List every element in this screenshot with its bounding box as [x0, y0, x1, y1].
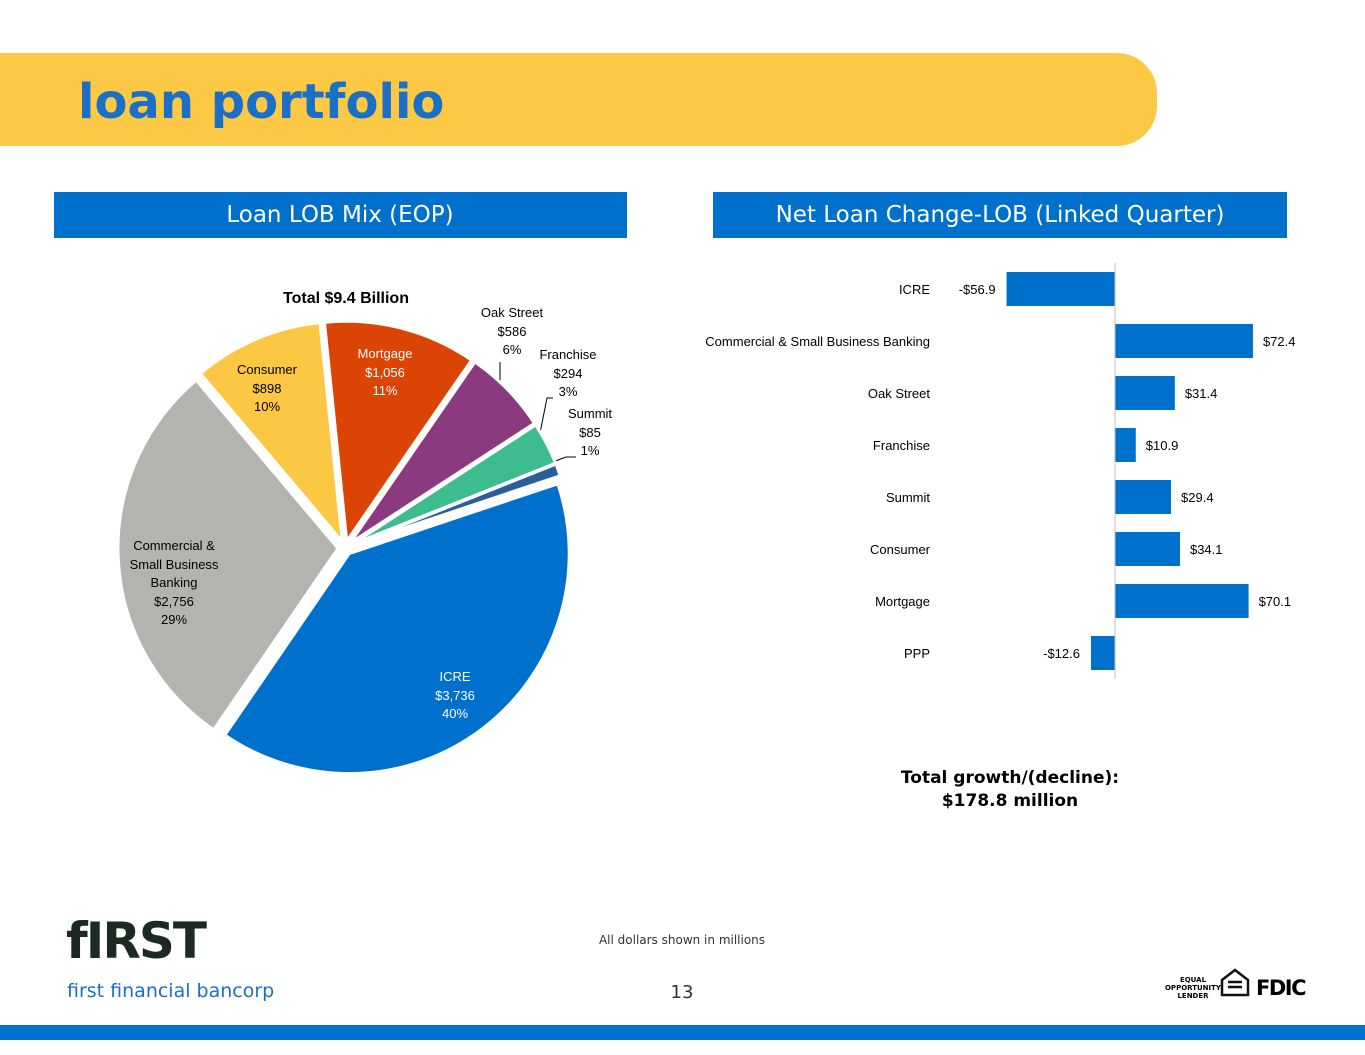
bar [1115, 584, 1249, 618]
bar [1115, 532, 1180, 566]
badge-text: LENDER [1177, 992, 1209, 1000]
leader-line [539, 397, 553, 434]
housing-icon [1220, 968, 1250, 997]
footer-bar [0, 1025, 1365, 1040]
badge: EQUAL OPPORTUNITY LENDER [1165, 976, 1222, 1000]
pie-slice [322, 319, 474, 546]
pie-slice [351, 462, 563, 548]
slice-label: ICRE [439, 669, 471, 684]
pie-slice [116, 378, 340, 732]
value-label: -$12.6 [1043, 646, 1080, 661]
chart-title-bar [713, 192, 1287, 238]
bar [1115, 324, 1253, 358]
annotation: $178.8 million [942, 791, 1078, 811]
slice-value-label: $3,736 [435, 687, 475, 703]
slice-value-label: $1,056 [365, 364, 405, 380]
slice-value-label: $586 [497, 323, 527, 339]
title-banner [0, 53, 1157, 146]
y-tick-label: ICRE [899, 282, 930, 297]
slice-value-label: $898 [252, 380, 282, 396]
logo-name: first financial bancorp [67, 980, 274, 1002]
pie-slice [222, 481, 571, 776]
y-tick-label: Franchise [873, 438, 930, 453]
slice-label: Mortgage [357, 346, 413, 361]
slice-share-label: 40% [441, 706, 469, 721]
value-label: $70.1 [1259, 594, 1292, 609]
slice-share-label: 10% [253, 399, 281, 414]
bar [1006, 272, 1115, 306]
logo-mark: fIRST [66, 912, 207, 970]
y-tick-label: Oak Street [868, 386, 931, 401]
slice-share-label: 6% [502, 342, 522, 357]
slice-label: Oak Street [480, 305, 544, 320]
chart-title: Loan LOB Mix (EOP) [226, 202, 453, 228]
slice-share-label: 11% [372, 383, 398, 398]
badge-text: OPPORTUNITY [1165, 984, 1222, 992]
slice-share-label: 1% [580, 443, 600, 458]
footnote: All dollars shown in millions [599, 933, 765, 947]
badge-text: EQUAL [1180, 976, 1207, 984]
y-tick-label: Mortgage [875, 594, 930, 609]
value-label: $72.4 [1263, 334, 1296, 349]
slice-value-label: $294 [553, 365, 583, 381]
slice-label: Commercial & Small Business Banking [129, 538, 219, 590]
pie-subtitle: Total $9.4 Billion [283, 290, 409, 307]
bar [1115, 376, 1175, 410]
pie-slice [198, 321, 345, 547]
y-tick-label: Summit [886, 490, 930, 505]
value-label: $29.4 [1181, 490, 1214, 505]
slice-label: Consumer [237, 362, 297, 377]
y-tick-label: Commercial & Small Business Banking [705, 334, 930, 349]
value-label: $31.4 [1185, 386, 1218, 401]
bar [1115, 428, 1136, 462]
badge-text: FDIC [1256, 976, 1306, 1000]
slice-value-label: $2,756 [154, 593, 194, 609]
bar [1115, 480, 1172, 514]
chart-title-bar [54, 192, 627, 238]
page-number: 13 [671, 982, 694, 1003]
value-label: $34.1 [1190, 542, 1223, 557]
slide-title: loan portfolio [78, 74, 444, 130]
slice-share-label: 29% [160, 612, 188, 627]
slice-label: Summit [567, 406, 613, 421]
bar [1090, 636, 1115, 670]
y-tick-label: Consumer [870, 542, 931, 557]
chart-title: Net Loan Change-LOB (Linked Quarter) [776, 202, 1225, 228]
slice-share-label: 3% [558, 384, 578, 399]
y-tick-label: PPP [904, 646, 930, 661]
value-label: -$56.9 [959, 282, 996, 297]
pie-slice [348, 359, 537, 545]
value-label: $10.9 [1146, 438, 1179, 453]
slice-value-label: $85 [579, 424, 601, 440]
annotation: Total growth/(decline): [901, 768, 1119, 788]
slice-label: Franchise [539, 347, 597, 362]
